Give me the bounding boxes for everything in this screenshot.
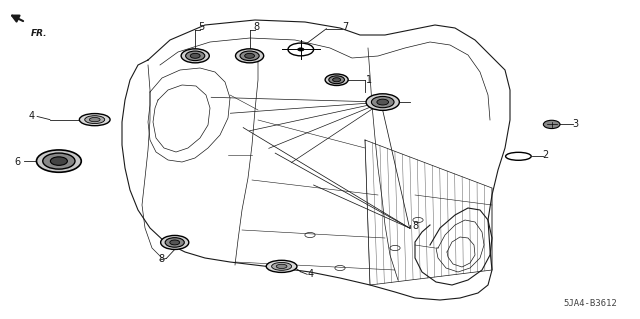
Circle shape — [329, 76, 344, 84]
Text: 2: 2 — [543, 150, 549, 160]
Circle shape — [43, 153, 75, 169]
Circle shape — [325, 74, 348, 85]
Circle shape — [543, 120, 560, 129]
Circle shape — [190, 53, 200, 58]
Text: 7: 7 — [342, 22, 349, 32]
Ellipse shape — [90, 117, 100, 122]
Text: 1: 1 — [366, 75, 372, 85]
Circle shape — [377, 99, 388, 105]
Circle shape — [186, 51, 205, 61]
Circle shape — [165, 238, 184, 247]
Text: FR.: FR. — [31, 29, 47, 38]
Circle shape — [236, 49, 264, 63]
Text: 8: 8 — [159, 254, 165, 264]
Text: 8: 8 — [253, 22, 260, 32]
Circle shape — [371, 96, 394, 108]
Circle shape — [333, 78, 340, 82]
Circle shape — [36, 150, 81, 172]
Circle shape — [170, 240, 180, 245]
Text: 8: 8 — [413, 221, 419, 231]
Circle shape — [240, 51, 259, 61]
Ellipse shape — [84, 116, 105, 123]
Text: 6: 6 — [14, 157, 20, 167]
Text: 4: 4 — [29, 111, 35, 122]
Ellipse shape — [79, 114, 110, 126]
Text: 5JA4-B3612: 5JA4-B3612 — [564, 299, 618, 308]
Circle shape — [298, 48, 304, 51]
Ellipse shape — [271, 263, 292, 270]
Ellipse shape — [266, 260, 297, 272]
Circle shape — [366, 94, 399, 110]
Circle shape — [161, 235, 189, 249]
Circle shape — [51, 157, 67, 165]
Circle shape — [244, 53, 255, 58]
Circle shape — [181, 49, 209, 63]
Ellipse shape — [276, 264, 287, 269]
Text: 4: 4 — [307, 269, 314, 279]
Text: 3: 3 — [573, 119, 579, 129]
Text: 5: 5 — [198, 22, 205, 32]
